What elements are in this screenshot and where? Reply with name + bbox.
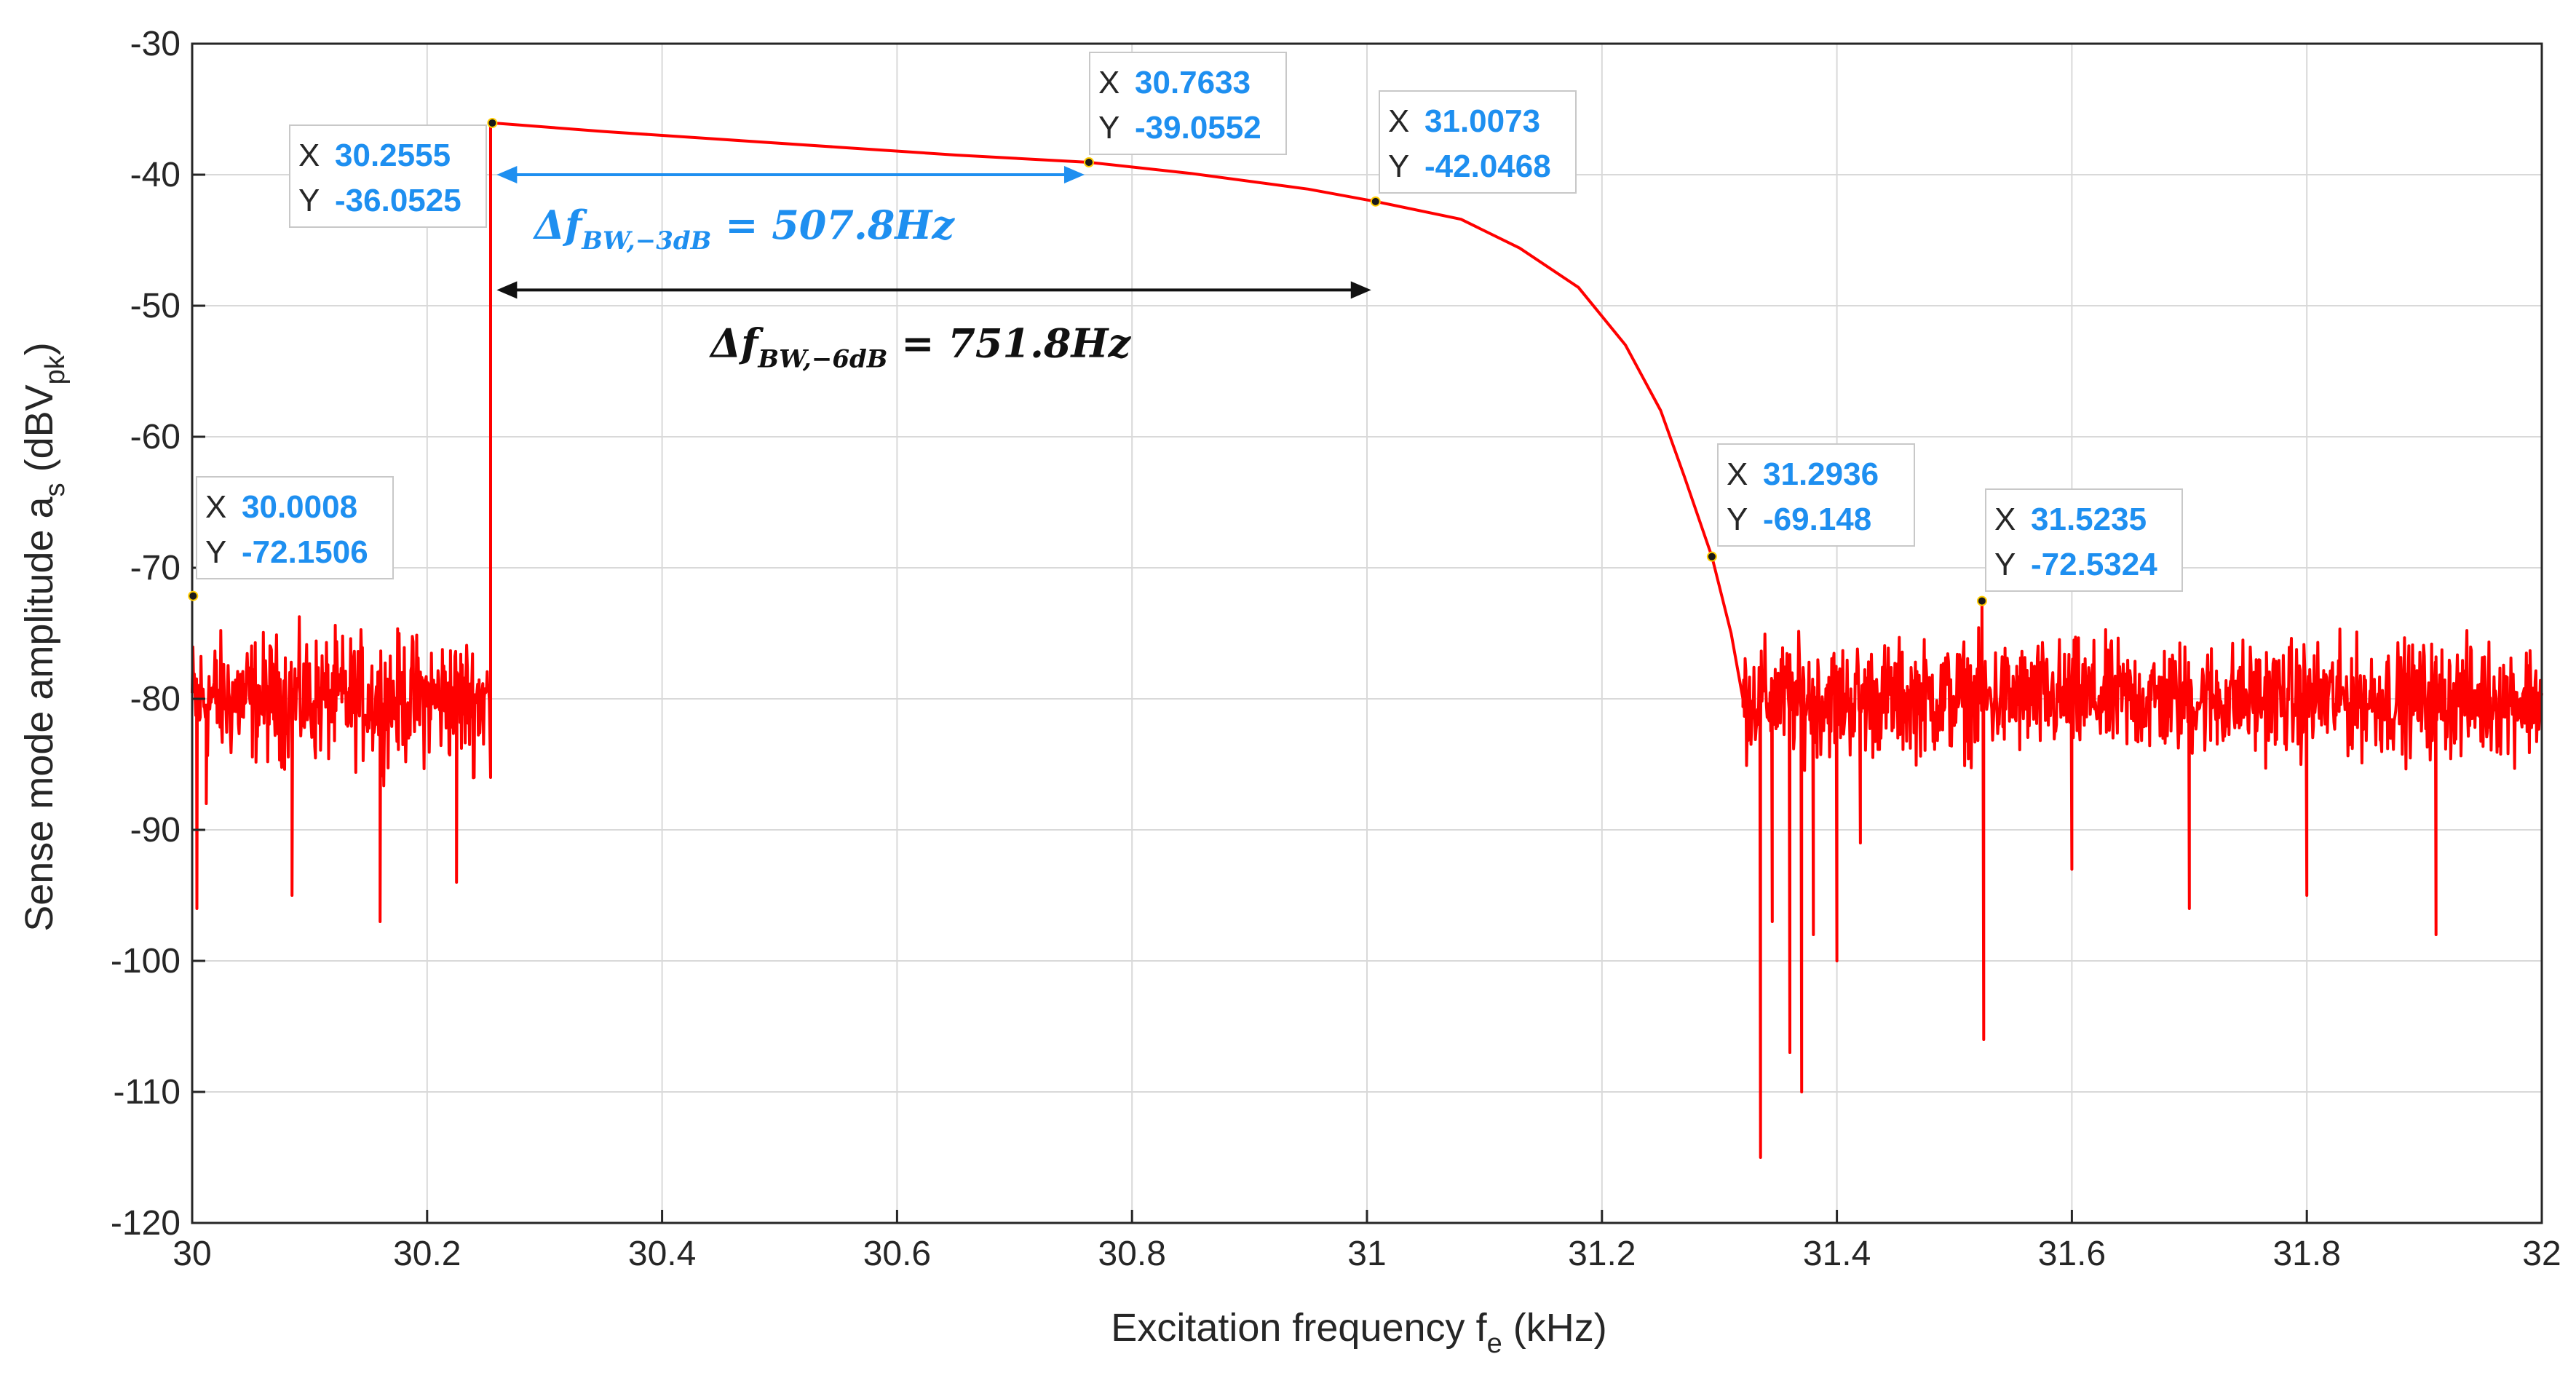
bw-3db-arrowhead-left xyxy=(496,166,518,183)
datatip-marker xyxy=(1706,551,1717,562)
x-tick-label: 31 xyxy=(1347,1235,1386,1273)
y-axis-title-sub: s xyxy=(40,483,71,496)
x-tick-label: 31.8 xyxy=(2272,1235,2340,1273)
bw-3db-annotation: ΔfBW,−3dB = 507.8Hz xyxy=(496,166,1085,256)
x-tick-label: 30.8 xyxy=(1098,1235,1165,1273)
x-axis-title: Excitation frequency fe (kHz) xyxy=(1111,1306,1606,1359)
datatip[interactable]: X 31.2936 Y -69.148 xyxy=(1706,443,1915,562)
y-tick-label: -50 xyxy=(130,287,181,325)
datatip-y-key: Y xyxy=(1727,502,1748,537)
datatip[interactable]: X 30.7633 Y -39.0552 xyxy=(1083,52,1287,167)
bw-3db-label-sub: BW,−3dB xyxy=(581,226,711,256)
datatip-layer: X 30.0008 Y -72.1506 X 30.2555 Y -36.0525 X 30.76… xyxy=(188,52,2183,606)
datatip-x-value: 31.5235 xyxy=(2031,502,2147,537)
series-line-sense-amplitude xyxy=(191,121,2543,1159)
series-layer xyxy=(191,121,2543,1159)
datatip-box xyxy=(1379,90,1577,194)
y-axis-title: Sense mode amplitude as (dBVpk) xyxy=(17,342,71,932)
datatip-marker xyxy=(1370,196,1381,207)
datatip-x-value: 30.7633 xyxy=(1135,65,1251,100)
y-tick-label: -30 xyxy=(130,25,181,63)
bw-6db-arrowhead-left xyxy=(496,281,518,299)
datatip-marker xyxy=(1083,157,1094,167)
bw-6db-label: ΔfBW,−6dB = 751.8Hz xyxy=(708,320,1131,373)
datatip-y-value: -42.0468 xyxy=(1424,148,1551,184)
datatip-x-key: X xyxy=(1727,456,1748,492)
x-tick-label: 31.6 xyxy=(2038,1235,2106,1273)
y-tick-label: -100 xyxy=(111,942,181,981)
datatip-x-value: 31.2936 xyxy=(1763,456,1879,492)
x-tick-label: 30.4 xyxy=(628,1235,696,1273)
datatip[interactable]: X 30.2555 Y -36.0525 xyxy=(289,117,498,228)
bw-3db-arrowhead-right xyxy=(1063,166,1085,183)
datatip-x-key: X xyxy=(1994,502,2016,537)
bw-6db-annotation: ΔfBW,−6dB = 751.8Hz xyxy=(496,281,1371,373)
datatip-y-key: Y xyxy=(1388,148,1409,184)
datatip-y-value: -36.0525 xyxy=(335,183,461,218)
datatip-y-value: -39.0552 xyxy=(1135,110,1261,146)
datatip-x-value: 31.0073 xyxy=(1424,103,1540,139)
datatip-x-key: X xyxy=(1098,65,1119,100)
x-tick-label: 30.2 xyxy=(393,1235,461,1273)
y-axis-title-unit-open: (dBV xyxy=(17,384,61,483)
y-axis-title-unit-sub: pk xyxy=(40,355,71,384)
y-axis-title-unit-close: ) xyxy=(17,342,61,355)
datatip[interactable]: X 30.0008 Y -72.1506 xyxy=(188,476,394,601)
bw-6db-label-main: Δf xyxy=(708,320,764,366)
datatip-box xyxy=(1089,52,1287,155)
datatip-y-value: -72.5324 xyxy=(2031,547,2157,582)
x-axis-title-main: Excitation frequency f xyxy=(1111,1306,1487,1350)
datatip-x-key: X xyxy=(205,489,226,525)
x-axis-title-sub: e xyxy=(1487,1328,1502,1359)
datatip-marker xyxy=(1976,595,1987,606)
datatip-y-key: Y xyxy=(298,183,320,218)
datatip-y-value: -69.148 xyxy=(1763,502,1871,537)
datatip-y-value: -72.1506 xyxy=(242,534,368,570)
x-tick-label: 30 xyxy=(173,1235,211,1273)
axes-layer: 30 30.2 30.4 30.6 30.8 31 31.2 31.4 31.6 31.8 32 -3… xyxy=(111,25,2561,1273)
datatip-x-key: X xyxy=(1388,103,1409,139)
x-tick-label: 31.2 xyxy=(1568,1235,1636,1273)
datatip-x-value: 30.0008 xyxy=(242,489,357,525)
y-tick-label: -120 xyxy=(111,1204,181,1243)
y-tick-label: -70 xyxy=(130,549,181,587)
datatip-box xyxy=(289,124,487,228)
datatip-y-key: Y xyxy=(1098,110,1119,146)
bw-6db-label-sub: BW,−6dB xyxy=(757,344,887,373)
datatip-x-value: 30.2555 xyxy=(335,138,451,173)
datatip-x-key: X xyxy=(298,138,320,173)
bw-3db-label: ΔfBW,−3dB = 507.8Hz xyxy=(532,202,955,256)
y-tick-label: -80 xyxy=(130,680,181,718)
datatip-y-key: Y xyxy=(1994,547,2016,582)
y-tick-label: -110 xyxy=(113,1073,181,1112)
y-tick-label: -60 xyxy=(130,418,181,456)
datatip[interactable]: X 31.0073 Y -42.0468 xyxy=(1370,90,1577,207)
labels-layer: Excitation frequency fe (kHz) Sense mode… xyxy=(17,342,1607,1359)
bw-3db-label-value: = 507.8Hz xyxy=(711,202,955,248)
x-tick-label: 32 xyxy=(2522,1235,2561,1273)
y-tick-label: -90 xyxy=(130,811,181,850)
bw-3db-label-main: Δf xyxy=(532,202,587,248)
y-tick-label: -40 xyxy=(130,156,181,194)
datatip-marker xyxy=(188,590,199,601)
x-tick-label: 31.4 xyxy=(1803,1235,1871,1273)
datatip[interactable]: X 31.5235 Y -72.5324 xyxy=(1976,488,2183,606)
x-axis-title-unit: (kHz) xyxy=(1502,1306,1607,1350)
datatip-box xyxy=(196,476,394,579)
datatip-y-key: Y xyxy=(205,534,226,570)
datatip-box xyxy=(1717,443,1915,547)
bw-6db-label-value: = 751.8Hz xyxy=(888,320,1132,366)
x-tick-label: 30.6 xyxy=(863,1235,931,1273)
datatip-box xyxy=(1985,488,2183,592)
datatip-marker xyxy=(487,117,498,128)
bw-6db-arrowhead-right xyxy=(1350,281,1371,299)
y-axis-title-main: Sense mode amplitude a xyxy=(17,496,61,931)
